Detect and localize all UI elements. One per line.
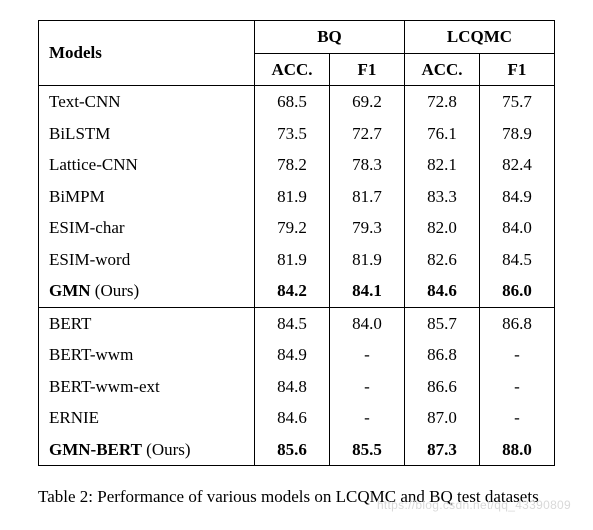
header-lc-f1: F1 — [480, 53, 555, 86]
model-name: BERT — [39, 307, 255, 339]
header-models: Models — [39, 21, 255, 86]
cell-value: 72.7 — [330, 118, 405, 150]
table-row: BiLSTM73.572.776.178.9 — [39, 118, 555, 150]
cell-value: 82.6 — [405, 244, 480, 276]
cell-value: 81.9 — [255, 244, 330, 276]
table-row: ESIM-word81.981.982.684.5 — [39, 244, 555, 276]
table-row: ESIM-char79.279.382.084.0 — [39, 212, 555, 244]
cell-value: 84.2 — [255, 275, 330, 307]
cell-value: - — [480, 339, 555, 371]
results-table: Models BQ LCQMC ACC. F1 ACC. F1 Text-CNN… — [38, 20, 555, 510]
cell-value: 86.6 — [405, 371, 480, 403]
cell-value: - — [480, 402, 555, 434]
model-name: ESIM-char — [39, 212, 255, 244]
cell-value: 85.6 — [255, 434, 330, 466]
header-bq: BQ — [255, 21, 405, 54]
model-name: GMN (Ours) — [39, 275, 255, 307]
model-name: Lattice-CNN — [39, 149, 255, 181]
header-bq-f1: F1 — [330, 53, 405, 86]
cell-value: 75.7 — [480, 86, 555, 118]
table-body: Text-CNN68.569.272.875.7BiLSTM73.572.776… — [39, 86, 555, 466]
cell-value: 81.9 — [255, 181, 330, 213]
cell-value: 72.8 — [405, 86, 480, 118]
model-name: BERT-wwm-ext — [39, 371, 255, 403]
table-row: BERT84.584.085.786.8 — [39, 307, 555, 339]
cell-value: 78.3 — [330, 149, 405, 181]
table-row: Text-CNN68.569.272.875.7 — [39, 86, 555, 118]
cell-value: - — [330, 402, 405, 434]
cell-value: 73.5 — [255, 118, 330, 150]
cell-value: 78.9 — [480, 118, 555, 150]
table-row: Lattice-CNN78.278.382.182.4 — [39, 149, 555, 181]
cell-value: 84.6 — [405, 275, 480, 307]
cell-value: - — [330, 339, 405, 371]
cell-value: 81.9 — [330, 244, 405, 276]
cell-value: 86.8 — [480, 307, 555, 339]
cell-value: 84.9 — [480, 181, 555, 213]
cell-value: 85.7 — [405, 307, 480, 339]
cell-value: 84.8 — [255, 371, 330, 403]
cell-value: 82.1 — [405, 149, 480, 181]
cell-value: 82.0 — [405, 212, 480, 244]
cell-value: 84.5 — [255, 307, 330, 339]
cell-value: 84.6 — [255, 402, 330, 434]
cell-value: - — [330, 371, 405, 403]
model-name: ESIM-word — [39, 244, 255, 276]
cell-value: 84.0 — [330, 307, 405, 339]
cell-value: 78.2 — [255, 149, 330, 181]
cell-value: 87.0 — [405, 402, 480, 434]
model-name: GMN-BERT (Ours) — [39, 434, 255, 466]
cell-value: 68.5 — [255, 86, 330, 118]
watermark-text: https://blog.csdn.net/qq_43390809 — [377, 498, 571, 512]
table-row: GMN-BERT (Ours)85.685.587.388.0 — [39, 434, 555, 466]
header-lc-acc: ACC. — [405, 53, 480, 86]
cell-value: 84.1 — [330, 275, 405, 307]
cell-value: 88.0 — [480, 434, 555, 466]
model-name: Text-CNN — [39, 86, 255, 118]
cell-value: 83.3 — [405, 181, 480, 213]
model-name: ERNIE — [39, 402, 255, 434]
cell-value: 79.3 — [330, 212, 405, 244]
cell-value: 76.1 — [405, 118, 480, 150]
cell-value: 86.8 — [405, 339, 480, 371]
cell-value: - — [480, 371, 555, 403]
cell-value: 85.5 — [330, 434, 405, 466]
table-row: BERT-wwm84.9-86.8- — [39, 339, 555, 371]
header-bq-acc: ACC. — [255, 53, 330, 86]
cell-value: 87.3 — [405, 434, 480, 466]
cell-value: 84.0 — [480, 212, 555, 244]
header-lcqmc: LCQMC — [405, 21, 555, 54]
model-name: BiMPM — [39, 181, 255, 213]
cell-value: 82.4 — [480, 149, 555, 181]
cell-value: 79.2 — [255, 212, 330, 244]
table-row: BiMPM81.981.783.384.9 — [39, 181, 555, 213]
cell-value: 69.2 — [330, 86, 405, 118]
table-row: ERNIE84.6-87.0- — [39, 402, 555, 434]
table-row: BERT-wwm-ext84.8-86.6- — [39, 371, 555, 403]
cell-value: 81.7 — [330, 181, 405, 213]
table-row: GMN (Ours)84.284.184.686.0 — [39, 275, 555, 307]
model-name: BERT-wwm — [39, 339, 255, 371]
cell-value: 86.0 — [480, 275, 555, 307]
cell-value: 84.5 — [480, 244, 555, 276]
cell-value: 84.9 — [255, 339, 330, 371]
model-name: BiLSTM — [39, 118, 255, 150]
